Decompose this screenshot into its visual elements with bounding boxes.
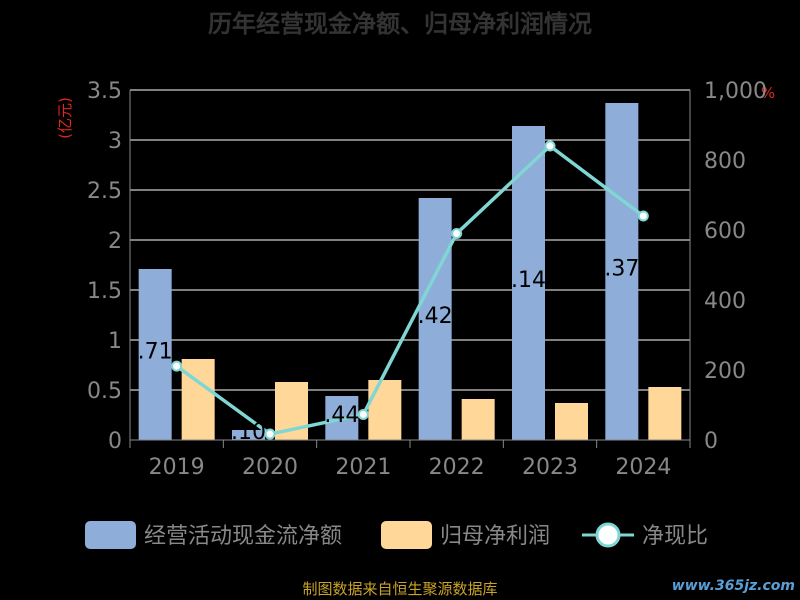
left-axis-tick-label: 2.5 [87, 179, 122, 204]
x-axis-tick-label: 2022 [429, 455, 485, 480]
left-axis-tick-label: 1 [108, 329, 122, 354]
right-axis-tick-label: 0 [704, 429, 718, 454]
ratio-point [264, 428, 276, 440]
ratio-point [171, 360, 183, 372]
bar-cash-flow [232, 430, 265, 440]
x-axis-tick-label: 2019 [149, 455, 205, 480]
x-axis-tick-label: 2024 [615, 455, 671, 480]
bar-data-label: .14 [511, 268, 546, 293]
legend-marker-ratio [595, 522, 621, 548]
bar-cash-flow [138, 269, 172, 440]
right-axis-tick-label: 800 [704, 149, 746, 174]
x-axis-tick-label: 2021 [335, 455, 391, 480]
bar-net-profit [555, 403, 588, 440]
chart-title: 历年经营现金净额、归母净利润情况 [208, 10, 592, 38]
bars [138, 103, 682, 440]
right-axis-tick-label: 200 [704, 359, 746, 384]
watermark: www.365jz.com [672, 578, 795, 594]
bar-data-label: .42 [418, 304, 453, 329]
bar-cash-flow [605, 103, 639, 440]
bar-data-label: .37 [604, 257, 639, 282]
data-labels: .71 .10 .44 .42 .14 .37 [138, 257, 640, 446]
legend: 经营活动现金流净额 归母净利润 净现比 [85, 521, 708, 549]
legend-swatch-net-profit [381, 521, 432, 549]
left-axis-tick-label: 0 [108, 429, 122, 454]
ratio-point [451, 228, 463, 239]
right-axis-tick-label: 600 [704, 219, 746, 244]
x-axis-tick-label: 2020 [242, 455, 298, 480]
legend-label-cash-flow: 经营活动现金流净额 [144, 524, 342, 549]
ratio-point [637, 210, 649, 222]
ratio-line-path [175, 143, 645, 436]
left-axis-tick-label: 3.5 [87, 79, 122, 104]
bar-net-profit [368, 380, 402, 440]
left-axis-tick-label: 2 [108, 229, 122, 254]
bar-net-profit [648, 387, 682, 440]
right-axis-tick-label: 400 [704, 289, 746, 314]
bar-net-profit [181, 359, 215, 440]
axes: 0 0.5 1 1.5 2 2.5 3 3.5 0 200 400 600 800 1,000 2019 20… [87, 79, 767, 480]
x-axis-tick-label: 2023 [522, 455, 578, 480]
bar-data-label: .71 [138, 340, 173, 365]
bar-net-profit [461, 399, 495, 440]
ratio-point [357, 408, 369, 420]
right-axis-unit-label: % [761, 84, 775, 102]
ratio-line [171, 140, 649, 440]
legend-label-net-profit: 归母净利润 [440, 524, 550, 549]
right-axis-tick-label: 1,000 [704, 79, 767, 104]
legend-swatch-cash-flow [85, 521, 136, 549]
left-axis-tick-label: 3 [108, 129, 122, 154]
bar-data-label: .44 [324, 403, 359, 428]
ratio-point [544, 140, 556, 152]
bar-cash-flow [418, 198, 452, 440]
left-axis-unit-label: (亿元) [56, 97, 74, 139]
legend-label-ratio: 净现比 [642, 524, 708, 549]
source-note: 制图数据来自恒生聚源数据库 [302, 580, 497, 598]
left-axis-tick-label: 0.5 [87, 379, 122, 404]
bar-data-label: .10 [231, 420, 266, 445]
left-axis-tick-label: 1.5 [87, 279, 122, 304]
